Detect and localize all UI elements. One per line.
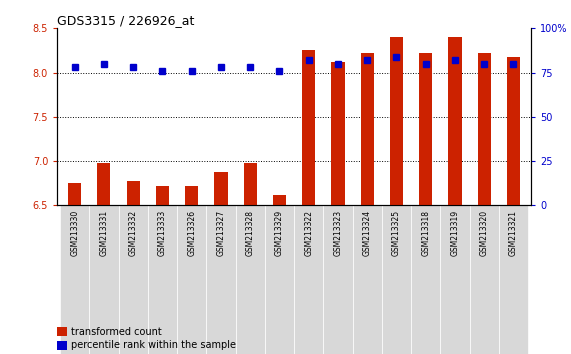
- FancyBboxPatch shape: [60, 205, 89, 354]
- FancyBboxPatch shape: [323, 205, 352, 354]
- Bar: [361, 53, 374, 205]
- Bar: [214, 172, 227, 205]
- Bar: [244, 163, 257, 205]
- Bar: [68, 183, 81, 205]
- Text: transformed count: transformed count: [71, 327, 162, 337]
- Bar: [419, 53, 432, 205]
- Bar: [448, 37, 461, 205]
- FancyBboxPatch shape: [265, 205, 294, 354]
- FancyBboxPatch shape: [382, 205, 411, 354]
- Bar: [127, 181, 140, 205]
- FancyBboxPatch shape: [411, 205, 440, 354]
- Bar: [477, 53, 491, 205]
- FancyBboxPatch shape: [499, 205, 528, 354]
- FancyBboxPatch shape: [294, 205, 323, 354]
- Bar: [273, 195, 286, 205]
- FancyBboxPatch shape: [440, 205, 469, 354]
- Bar: [302, 51, 315, 205]
- FancyBboxPatch shape: [177, 205, 206, 354]
- Text: percentile rank within the sample: percentile rank within the sample: [71, 340, 236, 350]
- FancyBboxPatch shape: [469, 205, 499, 354]
- Bar: [507, 57, 520, 205]
- Bar: [156, 186, 169, 205]
- FancyBboxPatch shape: [119, 205, 148, 354]
- FancyBboxPatch shape: [236, 205, 265, 354]
- FancyBboxPatch shape: [352, 205, 382, 354]
- Bar: [331, 62, 344, 205]
- Bar: [390, 37, 403, 205]
- Bar: [97, 163, 111, 205]
- FancyBboxPatch shape: [89, 205, 119, 354]
- FancyBboxPatch shape: [148, 205, 177, 354]
- Bar: [185, 186, 198, 205]
- FancyBboxPatch shape: [206, 205, 236, 354]
- Text: GDS3315 / 226926_at: GDS3315 / 226926_at: [57, 14, 195, 27]
